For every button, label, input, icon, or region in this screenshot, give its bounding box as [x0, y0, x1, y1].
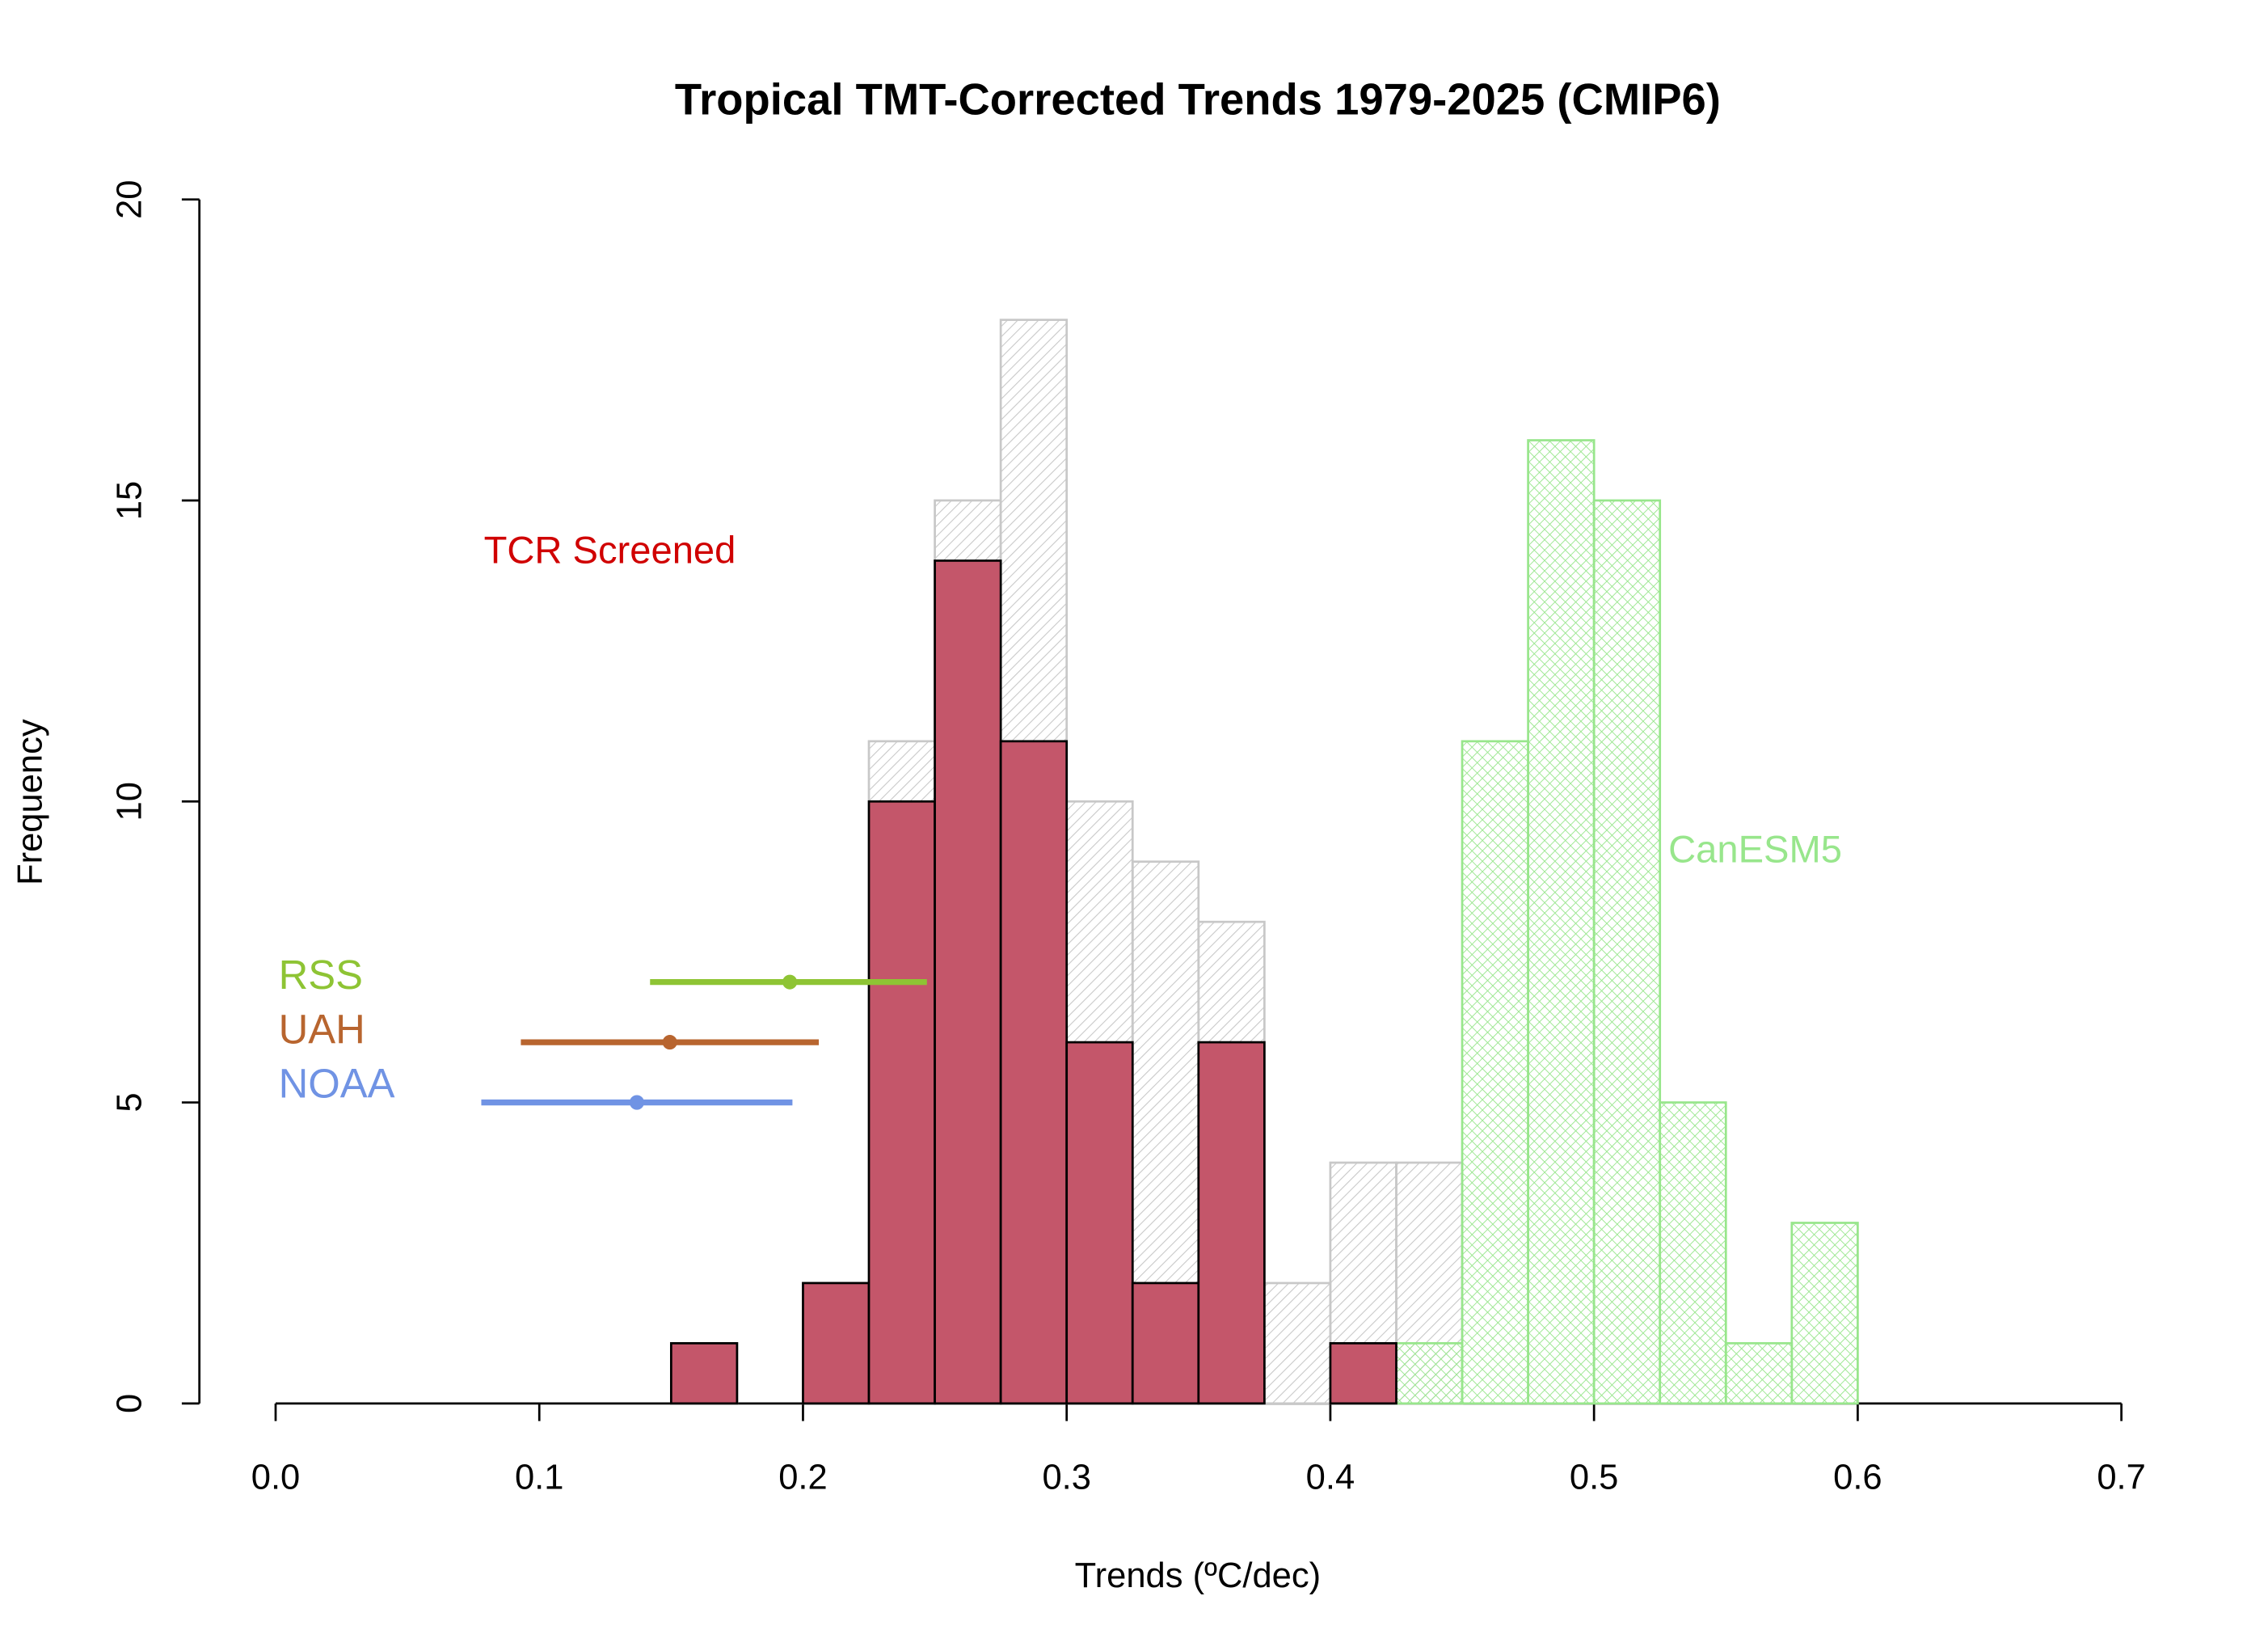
x-tick-label: 0.3: [1042, 1459, 1091, 1497]
histogram-bar: [1329, 1342, 1397, 1405]
histogram-bar: [669, 1342, 739, 1405]
histogram-bar: [1592, 499, 1662, 1405]
x-tick-label: 0.0: [251, 1459, 300, 1497]
histogram-bar: [802, 1281, 871, 1405]
y-axis-label: Frequency: [11, 719, 49, 885]
histogram-bar: [1131, 1281, 1200, 1405]
x-tick-label: 0.6: [1833, 1459, 1882, 1497]
y-tick-label: 0: [111, 1394, 150, 1413]
obs-point: [782, 974, 798, 990]
histogram-bar: [999, 740, 1069, 1405]
histogram-bar: [1790, 1222, 1859, 1405]
histogram-bar: [1461, 740, 1529, 1405]
obs-label: UAH: [279, 1006, 365, 1052]
histogram-bar: [1065, 1041, 1134, 1405]
histogram-bar: [1197, 1041, 1266, 1405]
y-tick-label: 15: [111, 481, 150, 520]
histogram-bar: [934, 559, 1002, 1405]
histogram-bar: [1724, 1342, 1794, 1405]
obs-point: [629, 1095, 645, 1110]
chart-title: Tropical TMT-Corrected Trends 1979-2025 …: [675, 74, 1721, 124]
y-tick-label: 20: [111, 179, 150, 218]
histogram-bar: [1395, 1342, 1464, 1405]
histogram-bar: [1527, 439, 1596, 1405]
x-tick-label: 0.1: [515, 1459, 564, 1497]
series-label: CanESM5: [1668, 827, 1842, 870]
obs-point: [662, 1035, 677, 1050]
x-tick-label: 0.5: [1570, 1459, 1618, 1497]
y-tick-label: 10: [111, 782, 150, 821]
histogram-bar: [1263, 1281, 1332, 1405]
histogram-bar: [867, 800, 936, 1405]
x-axis-label: Trends (ºC/dec): [1075, 1556, 1321, 1595]
x-tick-label: 0.4: [1306, 1459, 1355, 1497]
y-tick-label: 5: [111, 1092, 150, 1112]
obs-label: NOAA: [279, 1060, 395, 1106]
series-label: TCR Screened: [484, 528, 736, 571]
histogram-bar: [1659, 1101, 1727, 1405]
obs-label: RSS: [279, 952, 363, 998]
x-tick-label: 0.7: [2097, 1459, 2146, 1497]
x-tick-label: 0.2: [778, 1459, 828, 1497]
